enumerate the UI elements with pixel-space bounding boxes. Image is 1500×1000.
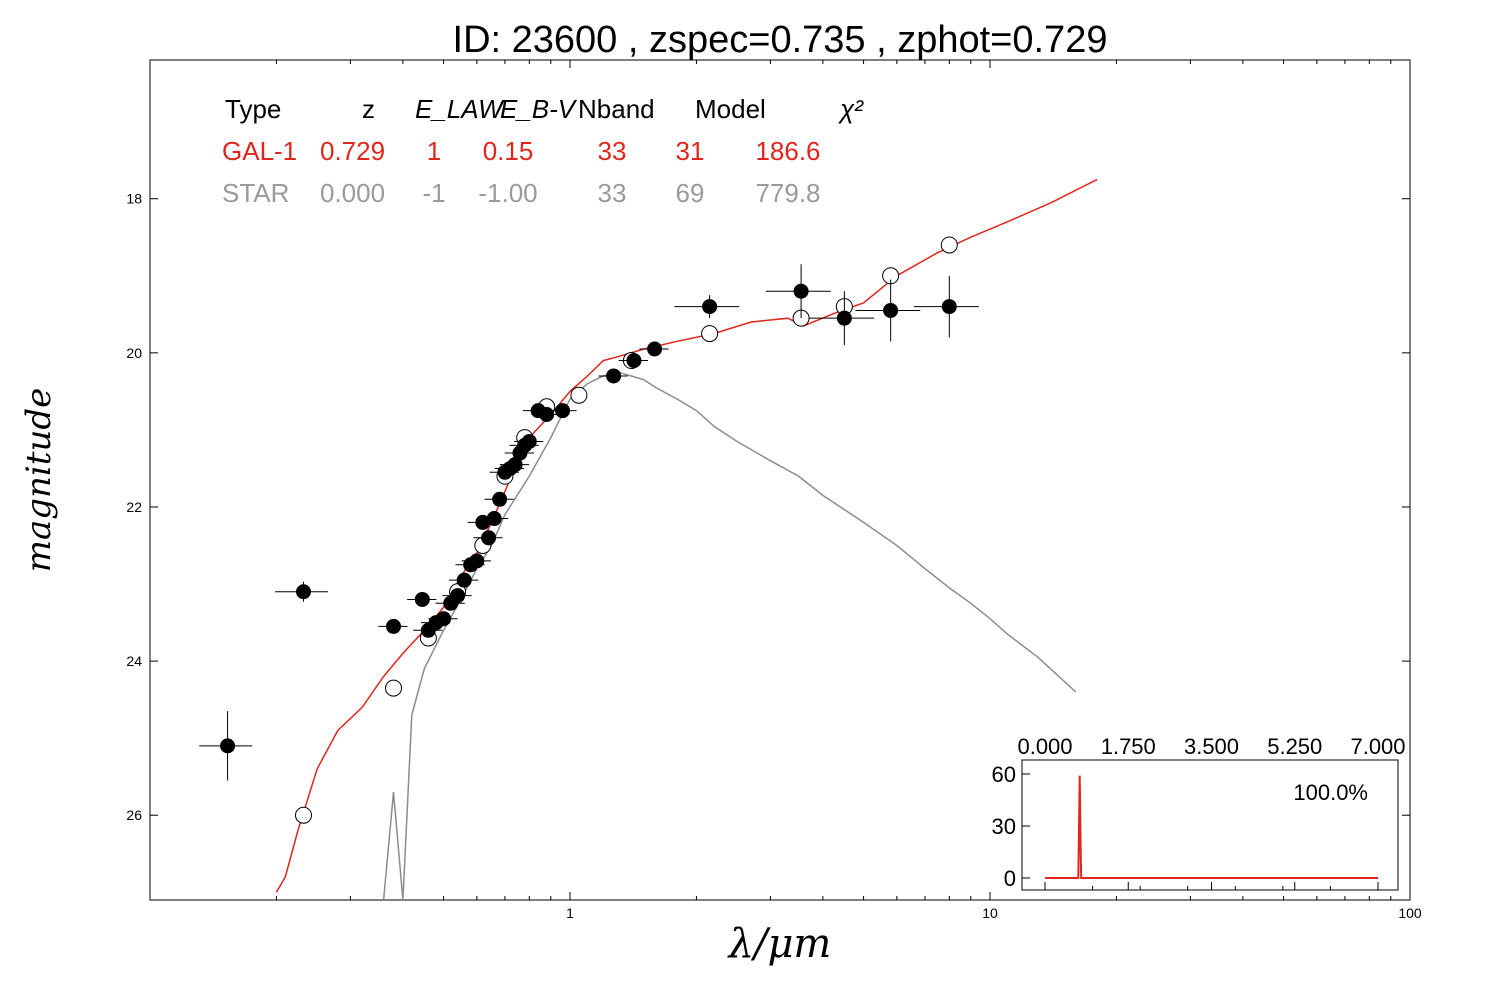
star-template-line [382, 371, 1077, 901]
observed-magnitude-point [386, 618, 402, 634]
inset-x-tick-label: 3.500 [1184, 734, 1239, 759]
table-cell: 31 [676, 136, 705, 166]
observed-magnitude-point [450, 588, 466, 604]
observed-magnitude-point [481, 530, 497, 546]
inset-x-ticks: 0.000 1.750 3.500 5.250 7.000 [1017, 734, 1406, 890]
chart-title: ID: 23600 , zspec=0.735 , zphot=0.729 [453, 19, 1108, 61]
y-axis-label: magnitude [19, 388, 59, 573]
model-magnitude-point [940, 236, 958, 254]
table-header: χ² [838, 94, 864, 124]
table-cell: STAR [222, 178, 289, 208]
observed-magnitude-point [296, 584, 312, 600]
table-cell: 186.6 [755, 136, 820, 166]
observed-magnitude-point [555, 403, 571, 419]
plot-frame [149, 59, 1411, 901]
observed-magnitude-point [883, 302, 899, 318]
observed-magnitude-point [626, 353, 642, 369]
y-tick-label: 20 [126, 345, 142, 361]
x-tick-label: 100 [1398, 905, 1422, 921]
observed-magnitude-point [836, 310, 852, 326]
x-axis-label: λ/μm [727, 921, 832, 967]
observed-magnitude-point [436, 611, 452, 627]
table-cell: 0.729 [320, 136, 385, 166]
observed-magnitude-point [702, 299, 718, 315]
table-header: E_B-V [500, 94, 578, 124]
observed-magnitude-point [521, 433, 537, 449]
table-cell: 33 [598, 178, 627, 208]
observed-magnitude-point [486, 511, 502, 527]
inset-y-tick-label: 60 [992, 762, 1016, 787]
inset-x-tick-label: 5.250 [1267, 734, 1322, 759]
pdz-inset: 0.000 1.750 3.500 5.250 7.000 0 30 60 100.0% [992, 734, 1406, 891]
observed-magnitude-point [647, 341, 663, 357]
table-header: Model [695, 94, 766, 124]
x-tick-label: 1 [566, 905, 574, 921]
table-header: Type [225, 94, 281, 124]
observed-magnitude-point [941, 299, 957, 315]
table-cell: -1.00 [478, 178, 537, 208]
y-tick-label: 26 [126, 807, 142, 823]
inset-frame [1021, 759, 1399, 891]
table-cell: 779.8 [755, 178, 820, 208]
inset-y-ticks: 0 30 60 [992, 762, 1030, 891]
observed-magnitude-point [539, 406, 555, 422]
observed-magnitude-point [414, 591, 430, 607]
galaxy-template-line [275, 178, 1098, 893]
y-tick-label: 18 [126, 191, 142, 207]
data-points [199, 236, 979, 824]
table-cell: 1 [427, 136, 441, 166]
observed-magnitude-point [456, 572, 472, 588]
model-magnitude-point [701, 325, 719, 343]
x-tick-label: 10 [982, 905, 998, 921]
observed-magnitude-point [469, 553, 485, 569]
observed-magnitude-point [492, 491, 508, 507]
table-cell: 0.15 [483, 136, 534, 166]
y-tick-label: 24 [126, 653, 142, 669]
table-header: Nband [578, 94, 655, 124]
observed-magnitude-point [606, 368, 622, 384]
inset-annotation: 100.0% [1293, 780, 1368, 805]
table-cell: 0.000 [320, 178, 385, 208]
table-cell: 69 [676, 178, 705, 208]
model-lines [275, 178, 1098, 901]
inset-pdz-line [1045, 775, 1378, 879]
inset-x-tick-label: 0.000 [1017, 734, 1072, 759]
pdz-curve [1045, 775, 1378, 879]
y-axis-ticks: 18 20 22 24 26 [126, 191, 1410, 823]
observed-magnitude-point [220, 738, 236, 754]
observed-magnitude-point [793, 283, 809, 299]
table-header: z [362, 94, 375, 124]
model-magnitude-point [570, 386, 588, 404]
x-axis-ticks: 1 10 100 [275, 60, 1422, 921]
model-magnitude-point [295, 806, 313, 824]
inset-x-tick-label: 1.750 [1101, 734, 1156, 759]
model-magnitude-point [385, 679, 403, 697]
inset-y-tick-label: 30 [992, 814, 1016, 839]
table-cell: GAL-1 [222, 136, 297, 166]
inset-x-tick-label: 7.000 [1350, 734, 1405, 759]
y-tick-label: 22 [126, 499, 142, 515]
table-header: E_LAW [415, 94, 505, 124]
table-cell: -1 [422, 178, 445, 208]
inset-y-tick-label: 0 [1004, 866, 1016, 891]
table-cell: 33 [598, 136, 627, 166]
